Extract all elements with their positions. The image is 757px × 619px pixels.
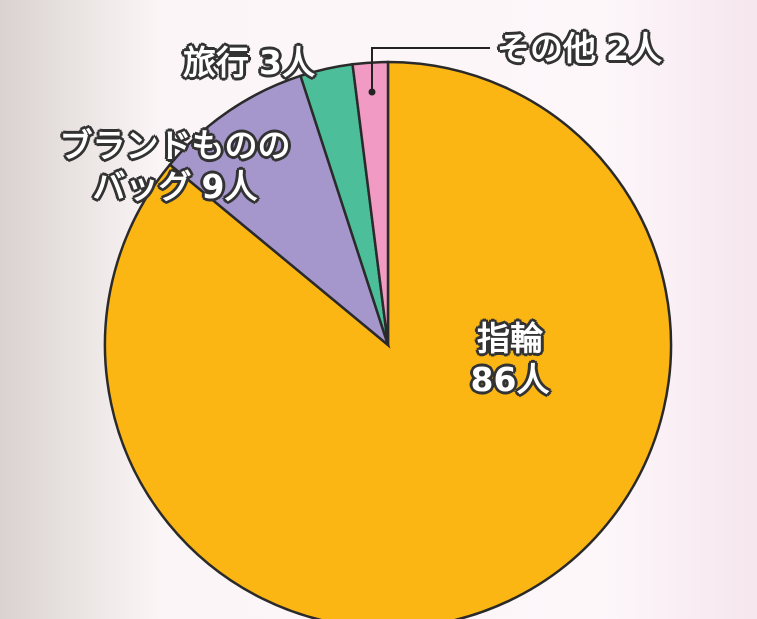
value-label: 9人: [201, 167, 258, 207]
category-label: 旅行: [183, 43, 249, 82]
category-label: ブランドもののバッグ: [59, 126, 291, 207]
category-label: 指輪: [477, 319, 543, 358]
category-label: その他: [497, 29, 596, 68]
value-label: 2人: [606, 29, 662, 68]
pie-slice: [168, 74, 391, 349]
slice-label: 旅行 3人: [183, 42, 315, 83]
leader-dot: [368, 88, 376, 96]
leader-line: [371, 47, 490, 92]
slice-label: 指輪 86人: [455, 318, 565, 401]
value-label: 3人: [259, 43, 315, 82]
value-label: 86人: [470, 360, 550, 400]
pie-slice: [351, 60, 390, 346]
slice-label: その他 2人: [497, 28, 662, 69]
slice-label: ブランドもののバッグ 9人: [50, 125, 300, 208]
